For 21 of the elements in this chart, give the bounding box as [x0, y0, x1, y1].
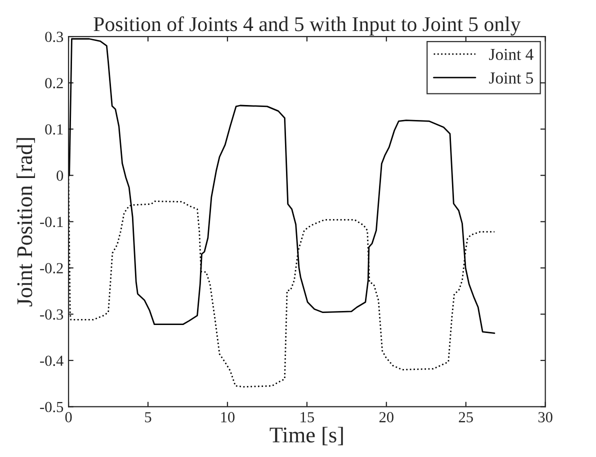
- legend-label: Joint 5: [489, 72, 534, 84]
- y-tick-label: -0.2: [40, 263, 63, 274]
- x-tick-label: 5: [145, 412, 152, 422]
- y-tick-label: -0.4: [40, 356, 64, 366]
- x-axis-title: Time [s]: [270, 426, 343, 446]
- x-tick-label: 0: [65, 412, 72, 422]
- x-tick-label: 20: [379, 412, 394, 422]
- x-tick-label: 25: [458, 412, 473, 422]
- x-tick-label: 30: [538, 412, 552, 422]
- y-tick-label: 0.2: [45, 78, 63, 88]
- y-axis-title: Joint Position [rad]: [16, 138, 35, 306]
- y-tick-label: 0.1: [45, 124, 63, 135]
- y-tick-label: -0.1: [40, 216, 63, 228]
- y-tick-label: -0.5: [40, 402, 64, 412]
- y-tick-label: 0.3: [45, 32, 64, 42]
- y-tick-label: -0.3: [40, 309, 64, 320]
- x-tick-label: 10: [221, 412, 235, 422]
- x-tick-label: 15: [300, 412, 314, 422]
- y-tick-label: 0: [56, 170, 64, 181]
- legend-label: Joint 4: [489, 48, 534, 60]
- chart-title: Position of Joints 4 and 5 with Input to Joint 5 only: [94, 16, 521, 36]
